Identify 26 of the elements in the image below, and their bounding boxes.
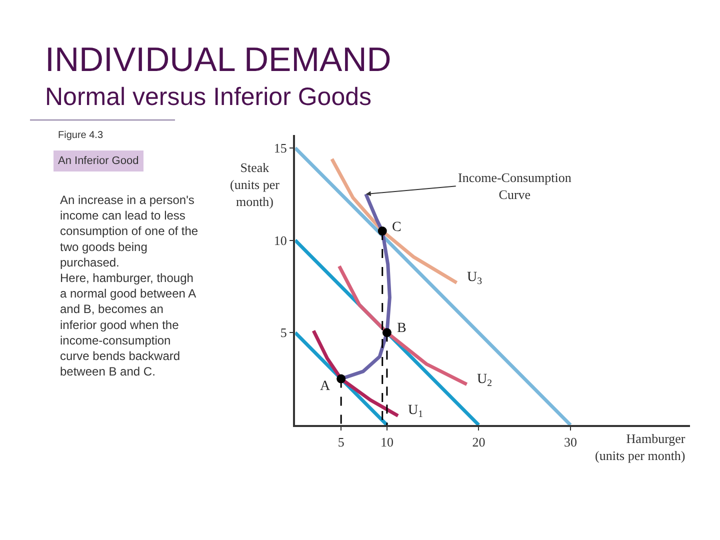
x-tick-label: 20 [472,434,486,450]
x-axis-title: Hamburger (units per month) [595,431,686,463]
text: An Inferior Good [58,155,139,167]
annotation: U$_{1}$ [408,403,424,420]
line-series [337,264,469,386]
annotation: U$_{3}$ [467,270,482,287]
annotation: C [392,220,402,235]
y-axis-title: Steak (units per month) [230,160,280,209]
y-tick-label: 10 [274,232,287,248]
annotation: B [397,321,406,336]
annotation: U$_{2}$ [477,372,492,389]
x-tick-label: 5 [338,434,344,450]
y-tick-label: 5 [280,325,287,340]
text: An increase in a person's income can lead to less consumption of one of the two goods being purchased. Here, hamburger, though a normal good between A and B, becomes an inferior good when the income-consumption curve bends backward between B and C. [60,193,198,379]
chart-title: INDIVIDUAL DEMAND [45,41,392,79]
annotation: A [320,379,331,394]
point [336,374,346,384]
chart-subtitle: Normal versus Inferior Goods [45,83,372,111]
line-series [330,157,458,285]
point [378,226,387,236]
y-tick-label: 15 [274,140,287,156]
point [382,328,392,338]
x-tick-label: 10 [380,434,394,450]
caption: Figure 4.3 [58,130,104,141]
annotation: Income-Consumption Curve [458,170,572,202]
x-tick-label: 30 [564,434,577,450]
